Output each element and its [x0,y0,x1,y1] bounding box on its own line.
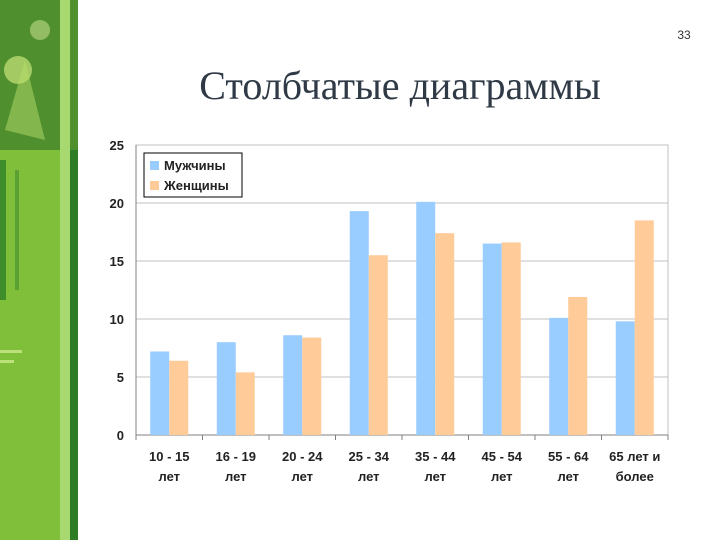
y-tick-label: 15 [110,254,124,269]
bar-men [150,351,170,435]
bar-women [568,296,588,435]
legend-swatch-men [150,161,159,170]
bar-men [549,317,569,435]
slide-number: 33 [677,28,691,42]
y-tick-label: 0 [117,428,124,443]
chart-container: 0 5 10 15 20 25 10 - 15 лет 16 - 19 лет 20 - 24 лет… [80,130,690,530]
legend-swatch-women [150,181,159,190]
x-tick-label: 55 - 64 [548,449,589,464]
side-strip-graphic [0,0,78,540]
x-tick-label: 45 - 54 [482,449,523,464]
y-tick-label: 20 [110,196,124,211]
bar-men [283,335,303,435]
x-tick-label: лет [557,469,579,484]
decorative-side-strip [0,0,78,540]
legend: Мужчины Женщины [143,152,243,198]
bar-women [368,255,388,435]
x-tick-label: лет [491,469,513,484]
bar-women [501,242,521,435]
y-tick-label: 25 [110,138,124,153]
bar-chart: 0 5 10 15 20 25 10 - 15 лет 16 - 19 лет 20 - 24 лет… [110,138,669,484]
x-tick-label: 35 - 44 [415,449,456,464]
bar-women [634,220,654,435]
legend-label-men: Мужчины [164,158,226,173]
x-tick-label: лет [225,469,247,484]
bar-women [302,337,322,435]
bar-men [349,211,369,435]
bar-women [169,360,189,435]
bar-men [615,321,635,435]
x-tick-label: лет [358,469,380,484]
x-tick-label: 20 - 24 [282,449,323,464]
x-tick-label: 65 лет и [609,449,660,464]
x-tick-label: лет [158,469,180,484]
bar-men [482,243,502,435]
y-tick-label: 10 [110,312,124,327]
bar-women [235,372,255,435]
x-tick-label: лет [291,469,313,484]
y-tick-label: 5 [117,370,124,385]
bar-men [416,201,436,435]
x-tick-label: 25 - 34 [349,449,390,464]
slide-title: Столбчатые диаграммы [199,63,601,108]
legend-box [143,152,243,198]
x-tick-label: более [616,469,654,484]
x-tick-label: лет [424,469,446,484]
x-tick-label: 16 - 19 [216,449,256,464]
bar-men [216,342,236,435]
x-tick-label: 10 - 15 [149,449,189,464]
legend-label-women: Женщины [163,178,229,193]
bar-women [435,233,455,435]
